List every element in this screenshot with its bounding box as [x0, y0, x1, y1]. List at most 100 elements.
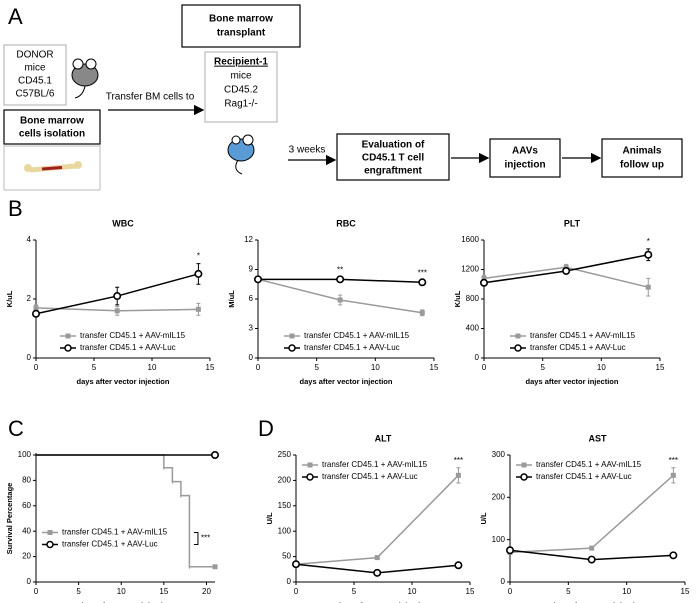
donor-box [3, 44, 67, 106]
legend-marker [307, 462, 313, 468]
x-tick-label: 0 [294, 587, 299, 596]
mouse-icon [227, 134, 255, 175]
x-axis-label: days after vector injection [79, 601, 172, 603]
legend-marker [306, 473, 314, 481]
y-tick-label: 100 [18, 450, 32, 459]
y-tick-label: 20 [22, 552, 31, 561]
x-axis-label: days after vector injection [77, 377, 170, 386]
evaluation-text: CD45.1 T cell [362, 153, 424, 164]
y-tick-label: 60 [22, 501, 31, 510]
donor-text: C57BL/6 [16, 89, 55, 100]
x-tick-label: 0 [34, 363, 39, 372]
x-axis-label: days after vector injection [526, 377, 619, 386]
legend-label: transfer CD45.1 + AAV-Luc [322, 472, 418, 481]
annotation: *** [201, 534, 210, 543]
x-tick-label: 10 [408, 587, 417, 596]
marker [194, 269, 203, 278]
marker [254, 275, 263, 284]
legend-marker [289, 333, 295, 339]
y-axis-label: M/uL [227, 290, 236, 308]
y-axis-label: K/uL [5, 290, 14, 307]
marker [33, 305, 39, 311]
y-tick-label: 1600 [461, 235, 479, 244]
transplant-text: transplant [217, 28, 266, 39]
x-tick-label: 10 [371, 363, 380, 372]
evaluation-text: Evaluation of [362, 140, 425, 151]
series-line [295, 474, 459, 565]
evaluation-box [336, 133, 450, 181]
legend-marker [515, 333, 521, 339]
y-tick-label: 50 [282, 552, 291, 561]
marker [644, 250, 653, 259]
y-tick-label: 9 [249, 265, 254, 274]
marker [670, 472, 676, 478]
marker [336, 275, 345, 284]
y-tick-label: 0 [27, 577, 32, 586]
y-tick-label: 300 [492, 450, 506, 459]
x-axis-label: days after vector injection [300, 377, 393, 386]
marker [418, 278, 427, 287]
annotation: *** [454, 456, 463, 465]
legend-label: transfer CD45.1 + AAV-mIL15 [530, 331, 636, 340]
y-tick-label: 100 [492, 535, 506, 544]
y-tick-label: 4 [27, 235, 32, 244]
recipient-text: mice [230, 71, 252, 82]
legend-label: transfer CD45.1 + AAV-mIL15 [80, 331, 186, 340]
marker [291, 560, 300, 569]
y-tick-label: 0 [475, 353, 480, 362]
marker [645, 284, 651, 290]
y-tick-label: 200 [492, 492, 506, 501]
y-tick-label: 0 [27, 353, 32, 362]
marker [211, 450, 220, 459]
evaluation-text: engraftment [364, 166, 422, 177]
follow-box [601, 138, 683, 178]
significance-bracket [193, 532, 199, 545]
y-tick-label: 250 [278, 450, 292, 459]
legend-label: transfer CD45.1 + AAV-Luc [62, 540, 158, 549]
marker [587, 555, 596, 564]
y-axis-label: Survival Percentage [5, 483, 14, 555]
injection-text: AAVs [512, 146, 538, 157]
mouse-icon [71, 58, 99, 99]
chart-title: RBC [336, 218, 356, 228]
y-tick-label: 400 [466, 324, 480, 333]
legend-marker [514, 344, 522, 352]
y-tick-label: 1200 [461, 265, 479, 274]
marker [562, 266, 571, 275]
recipient-box [204, 51, 278, 123]
marker [419, 310, 425, 316]
marker [454, 561, 463, 570]
legend-marker [64, 344, 72, 352]
x-tick-label: 5 [76, 587, 81, 596]
x-tick-label: 15 [656, 363, 665, 372]
annotation: *** [669, 456, 678, 465]
recipient-text: CD45.2 [224, 85, 258, 96]
y-tick-label: 2 [27, 294, 32, 303]
y-tick-label: 80 [22, 476, 31, 485]
x-tick-label: 0 [482, 363, 487, 372]
legend-label: transfer CD45.1 + AAV-mIL15 [62, 528, 168, 537]
marker [195, 306, 201, 312]
y-tick-label: 150 [278, 501, 292, 510]
marker [455, 472, 461, 478]
marker [374, 555, 380, 561]
x-tick-label: 0 [256, 363, 261, 372]
legend-marker [288, 344, 296, 352]
legend-marker [65, 333, 71, 339]
marker [669, 551, 678, 560]
isolation-box [3, 109, 101, 145]
donor-text: mice [24, 63, 46, 74]
donor-text: DONOR [16, 50, 53, 61]
x-tick-label: 5 [352, 587, 357, 596]
transplant-text: Bone marrow [209, 14, 273, 25]
marker [481, 275, 487, 281]
chart-title: WBC [112, 218, 134, 228]
x-tick-label: 15 [430, 363, 439, 372]
legend-marker [520, 473, 528, 481]
injection-text: injection [504, 160, 545, 171]
x-tick-label: 10 [117, 587, 126, 596]
y-tick-label: 100 [278, 526, 292, 535]
series-line [36, 454, 215, 568]
x-tick-label: 5 [314, 363, 319, 372]
